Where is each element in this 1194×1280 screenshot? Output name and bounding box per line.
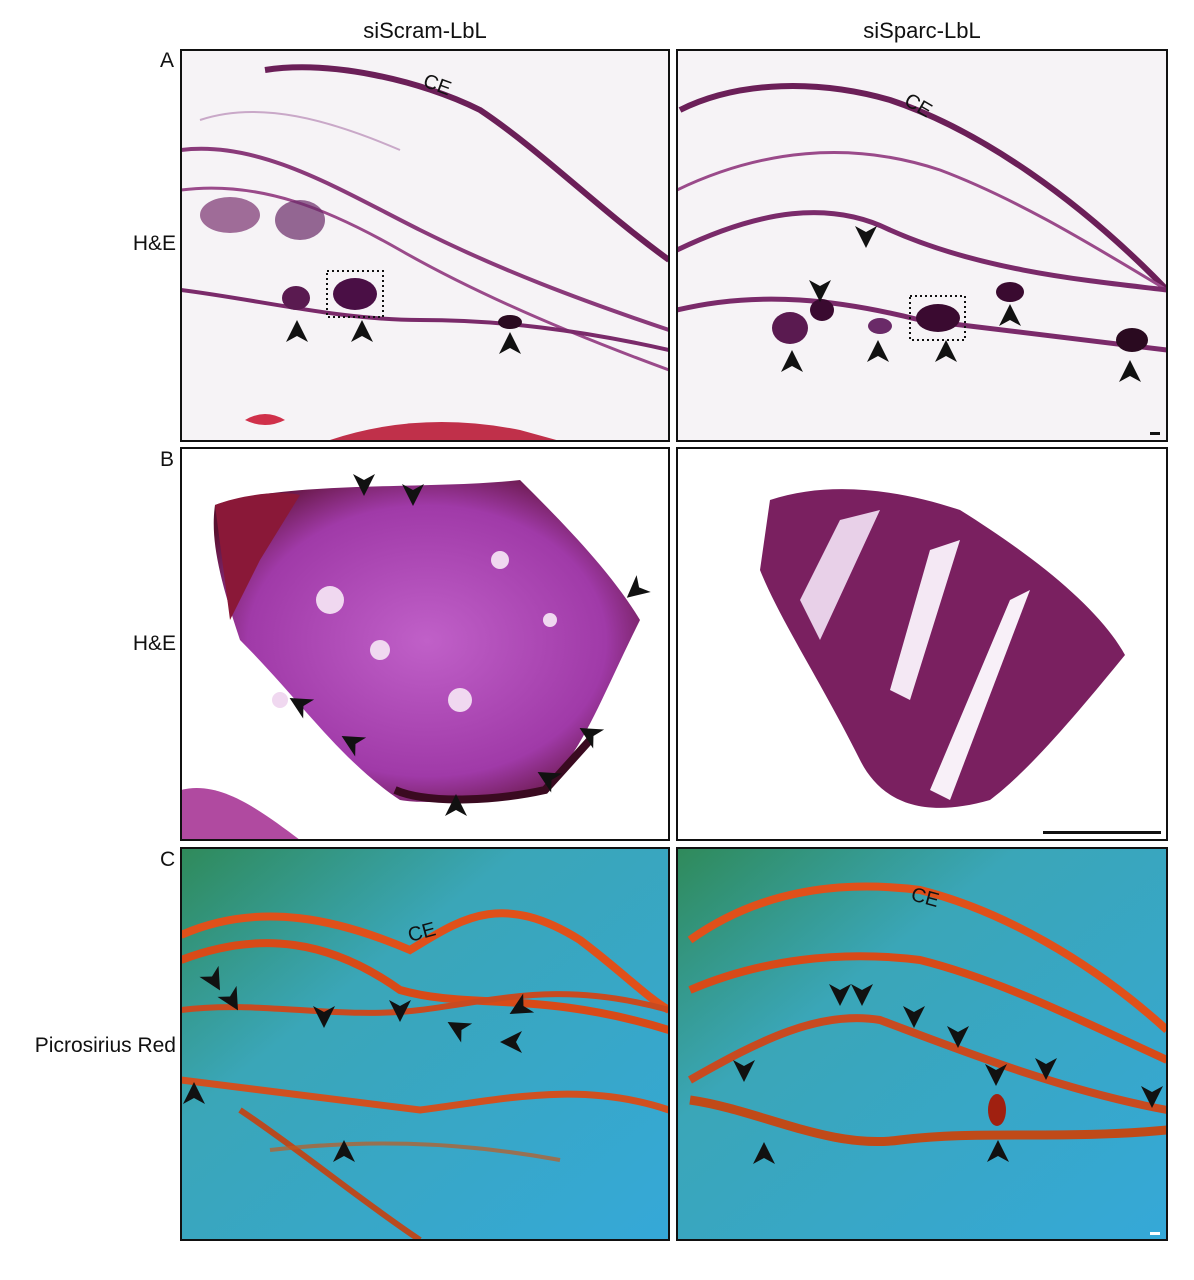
micrograph: [677, 50, 1167, 441]
row-label: H&E: [133, 632, 176, 655]
panel-letter: C: [160, 848, 175, 871]
micrograph: [181, 50, 669, 441]
column-header: siScram-LbL: [363, 18, 486, 43]
row-label: Picrosirius Red: [35, 1034, 176, 1057]
micrograph: [677, 448, 1167, 840]
micrograph: [181, 848, 669, 1240]
column-header: siSparc-LbL: [863, 18, 980, 43]
panel-letter: A: [160, 49, 174, 72]
micrograph: [677, 848, 1167, 1240]
row-label: H&E: [133, 232, 176, 255]
panel-letter: B: [160, 448, 174, 471]
micrograph: [181, 448, 669, 840]
